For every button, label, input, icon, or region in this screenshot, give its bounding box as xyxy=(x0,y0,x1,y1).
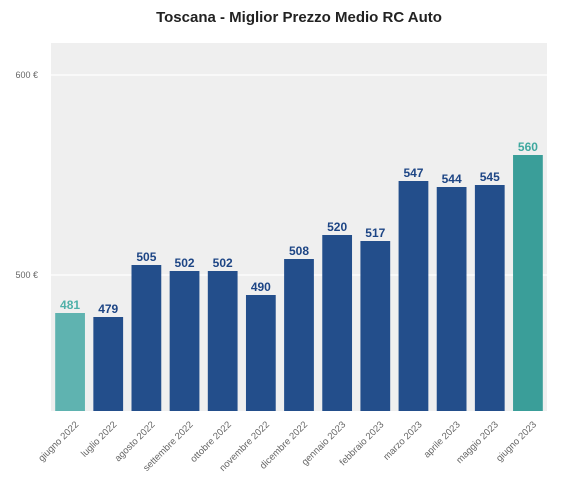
bar xyxy=(207,271,238,411)
x-tick-label: luglio 2022 xyxy=(79,419,119,459)
bar-value-label: 502 xyxy=(175,256,195,270)
y-tick-label: 500 € xyxy=(15,270,38,280)
bar-value-label: 479 xyxy=(98,302,118,316)
x-tick-label: giugno 2023 xyxy=(494,419,539,464)
bar xyxy=(131,265,162,411)
x-tick-label: aprile 2023 xyxy=(422,419,463,460)
y-axis: 500 € 600 € xyxy=(15,70,38,280)
bar-value-label: 545 xyxy=(480,170,500,184)
chart-title: Toscana - Miglior Prezzo Medio RC Auto xyxy=(156,9,442,26)
bar-value-label: 490 xyxy=(251,280,271,294)
bar xyxy=(360,241,391,411)
y-tick-label: 600 € xyxy=(15,70,38,80)
bar-value-label: 520 xyxy=(327,220,347,234)
bar xyxy=(474,185,505,411)
bar xyxy=(513,155,543,411)
bars xyxy=(55,155,543,411)
bar xyxy=(55,313,85,411)
bar xyxy=(245,295,276,411)
bar-value-label: 502 xyxy=(213,256,233,270)
x-tick-label: giugno 2022 xyxy=(36,419,81,464)
bar-value-label: 560 xyxy=(518,140,538,154)
bar xyxy=(436,187,467,411)
bar xyxy=(322,235,353,411)
bar-value-label: 505 xyxy=(136,250,156,264)
bar xyxy=(284,259,314,411)
bar-value-label: 481 xyxy=(60,298,80,312)
bar-value-label: 508 xyxy=(289,244,309,258)
bar-value-label: 544 xyxy=(442,172,462,186)
bar-value-label: 547 xyxy=(403,166,423,180)
bar-value-label: 517 xyxy=(365,226,385,240)
value-labels: 481 479 505 502 502 490 508 520 517 547 544 545 560 xyxy=(60,140,538,316)
bar xyxy=(93,317,124,411)
x-tick-label: marzo 2023 xyxy=(381,419,424,462)
bar xyxy=(398,181,429,411)
bar xyxy=(169,271,200,411)
